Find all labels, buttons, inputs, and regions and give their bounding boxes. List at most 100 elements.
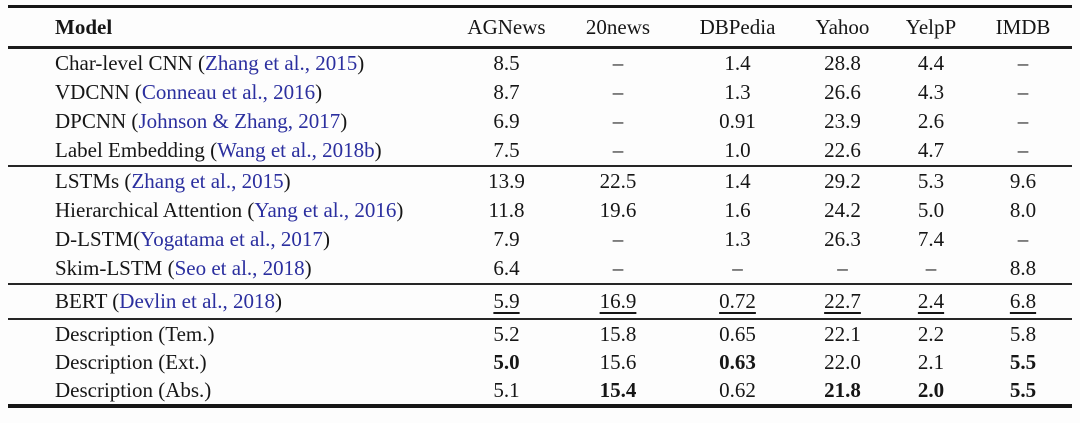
header-row: Model AGNews 20news DBPedia Yahoo YelpP …: [8, 7, 1072, 48]
cell-imdb: 6.8: [1009, 289, 1037, 313]
cell-yelpp: 4.3: [917, 80, 945, 104]
model-text: D-LSTM(: [55, 227, 141, 251]
cell-yelpp: 5.3: [917, 169, 945, 193]
paren-close: ): [315, 80, 323, 104]
citation-link[interactable]: Conneau et al., 2016: [141, 80, 316, 104]
cell-dbpedia: 1.3: [724, 227, 751, 251]
cell-yahoo: 22.0: [824, 349, 861, 374]
citation-link[interactable]: Wang et al., 2018b: [217, 138, 375, 162]
cell-20news: –: [612, 109, 624, 133]
model-name-cell: Char-level CNN (Zhang et al., 2015): [8, 48, 455, 79]
cell-agnews: 5.0: [493, 349, 520, 374]
cell-yelpp: 2.2: [917, 321, 945, 346]
cell-20news: 15.8: [599, 321, 637, 346]
row-description-abs: Description (Abs.) 5.1 15.4 0.62 21.8 2.…: [8, 376, 1072, 406]
model-text: Hierarchical Attention (: [55, 198, 255, 222]
cell-20news: –: [612, 80, 624, 104]
cell-yelpp: 2.4: [917, 289, 945, 313]
paren-close: ): [283, 169, 291, 193]
citation-link[interactable]: Seo et al., 2018: [174, 256, 305, 280]
paren-close: ): [322, 227, 330, 251]
cell-yelpp: 7.4: [917, 227, 945, 251]
row-vdcnn: VDCNN (Conneau et al., 2016) 8.7 – 1.3 2…: [8, 78, 1072, 107]
citation-link[interactable]: Yang et al., 2016: [254, 198, 397, 222]
model-text: LSTMs (: [55, 169, 132, 193]
model-name-cell: Description (Abs.): [8, 376, 455, 406]
row-bert: BERT (Devlin et al., 2018) 5.9 16.9 0.72…: [8, 284, 1072, 319]
cell-agnews: 11.8: [488, 198, 525, 222]
cell-yahoo: –: [837, 256, 848, 280]
cell-yahoo: 22.6: [824, 138, 861, 162]
model-name-cell: LSTMs (Zhang et al., 2015): [8, 166, 455, 196]
cell-imdb: –: [1017, 109, 1029, 133]
cell-yelpp: 2.6: [917, 109, 945, 133]
paren-close: ): [275, 289, 282, 313]
paren-close: ): [357, 51, 365, 75]
model-text: Description (Ext.): [55, 349, 207, 374]
model-name-cell: Description (Tem.): [8, 319, 455, 348]
cell-agnews: 6.9: [493, 109, 520, 133]
cell-agnews: 8.7: [493, 80, 520, 104]
cell-imdb: 8.8: [1009, 256, 1037, 280]
row-description-ext: Description (Ext.) 5.0 15.6 0.63 22.0 2.…: [8, 348, 1072, 376]
row-lstms: LSTMs (Zhang et al., 2015) 13.9 22.5 1.4…: [8, 166, 1072, 196]
cell-yelpp: 4.4: [917, 51, 945, 75]
cell-dbpedia: 0.63: [719, 349, 756, 374]
cell-yelpp: 4.7: [917, 138, 945, 162]
column-header-model: Model: [55, 14, 113, 39]
cell-yahoo: 28.8: [824, 51, 861, 75]
cell-imdb: 5.8: [1009, 321, 1037, 346]
citation-link[interactable]: Devlin et al., 2018: [119, 289, 275, 313]
model-name-cell: D-LSTM(Yogatama et al., 2017): [8, 225, 455, 254]
paren-close: ): [374, 138, 382, 162]
cell-agnews: 5.1: [493, 377, 520, 402]
cell-yahoo: 23.9: [824, 109, 861, 133]
paren-close: ): [396, 198, 404, 222]
group-cnn-models: Char-level CNN (Zhang et al., 2015) 8.5 …: [8, 48, 1072, 166]
model-text: Skim-LSTM (: [55, 256, 175, 280]
cell-yahoo: 21.8: [824, 377, 861, 402]
column-header-yelpp: YelpP: [905, 14, 957, 39]
model-text: VDCNN (: [55, 80, 142, 104]
cell-imdb: 8.0: [1009, 198, 1037, 222]
paper-results-table-figure: Model AGNews 20news DBPedia Yahoo YelpP …: [8, 5, 1072, 408]
model-name-cell: BERT (Devlin et al., 2018): [8, 284, 455, 319]
cell-imdb: 5.5: [1009, 377, 1037, 402]
cell-imdb: –: [1017, 80, 1029, 104]
column-header-yahoo: Yahoo: [815, 14, 870, 39]
citation-link[interactable]: Zhang et al., 2015: [205, 51, 358, 75]
row-d-lstm: D-LSTM(Yogatama et al., 2017) 7.9 – 1.3 …: [8, 225, 1072, 254]
row-dpcnn: DPCNN (Johnson & Zhang, 2017) 6.9 – 0.91…: [8, 107, 1072, 136]
cell-agnews: 13.9: [488, 169, 525, 193]
model-name-cell: Hierarchical Attention (Yang et al., 201…: [8, 196, 455, 225]
paren-close: ): [304, 256, 312, 280]
model-text: DPCNN (: [55, 109, 139, 133]
cell-dbpedia: 1.6: [724, 198, 751, 222]
cell-dbpedia: 1.0: [724, 138, 751, 162]
cell-20news: –: [612, 227, 624, 251]
citation-link[interactable]: Johnson & Zhang, 2017: [138, 109, 341, 133]
cell-agnews: 6.4: [493, 256, 520, 280]
cell-yahoo: 24.2: [824, 198, 861, 222]
cell-yahoo: 22.7: [824, 289, 861, 313]
citation-link[interactable]: Zhang et al., 2015: [131, 169, 284, 193]
row-char-level-cnn: Char-level CNN (Zhang et al., 2015) 8.5 …: [8, 48, 1072, 79]
model-name-cell: VDCNN (Conneau et al., 2016): [8, 78, 455, 107]
group-description-methods: Description (Tem.) 5.2 15.8 0.65 22.1 2.…: [8, 319, 1072, 406]
cell-yelpp: –: [925, 256, 937, 280]
paren-close: ): [340, 109, 348, 133]
cell-yahoo: 26.3: [824, 227, 861, 251]
cell-dbpedia: 1.3: [724, 80, 751, 104]
cell-imdb: 5.5: [1009, 349, 1037, 374]
cell-yahoo: 26.6: [824, 80, 861, 104]
cell-agnews: 5.2: [493, 321, 520, 346]
cell-dbpedia: –: [732, 256, 743, 280]
group-bert: BERT (Devlin et al., 2018) 5.9 16.9 0.72…: [8, 284, 1072, 319]
citation-link[interactable]: Yogatama et al., 2017: [140, 227, 323, 251]
model-name-cell: Skim-LSTM (Seo et al., 2018): [8, 254, 455, 284]
cell-imdb: –: [1017, 138, 1029, 162]
results-table: Model AGNews 20news DBPedia Yahoo YelpP …: [8, 5, 1072, 408]
cell-imdb: –: [1017, 227, 1029, 251]
cell-dbpedia: 1.4: [724, 51, 751, 75]
cell-yelpp: 2.1: [917, 349, 945, 374]
